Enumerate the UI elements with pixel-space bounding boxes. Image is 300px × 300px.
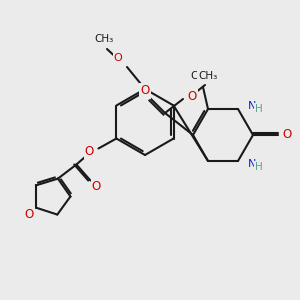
Text: CH₃: CH₃: [94, 34, 114, 44]
Text: CH₃: CH₃: [198, 71, 218, 81]
Text: O: O: [188, 89, 196, 103]
Text: N: N: [248, 159, 256, 169]
Text: O: O: [85, 145, 94, 158]
Text: O: O: [140, 85, 150, 98]
Text: O: O: [24, 208, 34, 221]
Text: N: N: [248, 101, 256, 111]
Text: H: H: [255, 162, 263, 172]
Text: H: H: [255, 104, 263, 114]
Text: O: O: [282, 128, 292, 142]
Text: CH₃: CH₃: [190, 71, 210, 81]
Text: O: O: [114, 53, 122, 63]
Text: O: O: [92, 180, 101, 193]
